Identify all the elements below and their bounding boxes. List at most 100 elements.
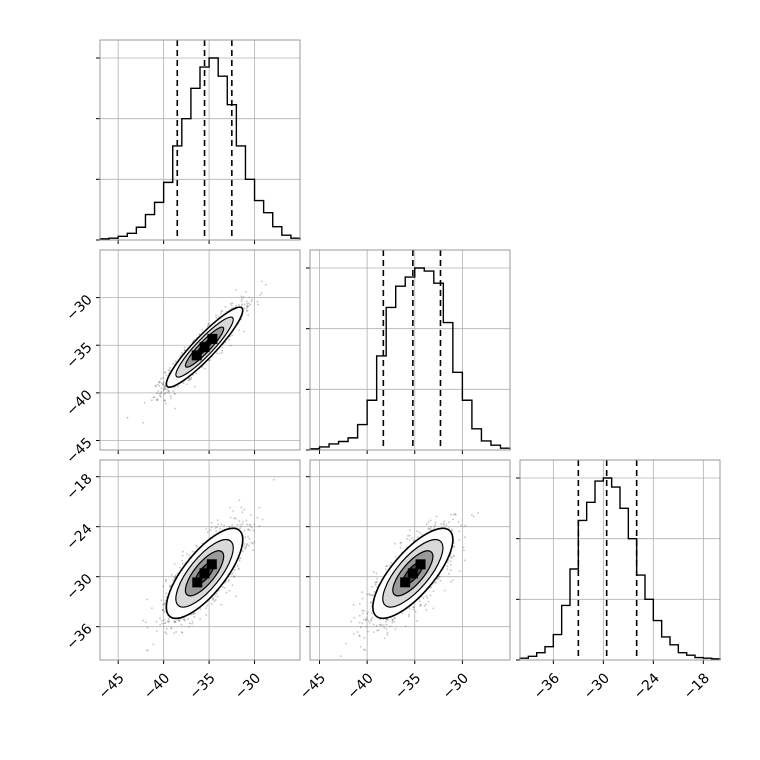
scatter-point bbox=[406, 537, 408, 540]
scatter-point bbox=[345, 642, 347, 645]
scatter-point bbox=[253, 541, 256, 543]
scatter-point bbox=[389, 625, 392, 628]
scatter-point bbox=[236, 523, 239, 526]
scatter-point bbox=[251, 298, 254, 300]
scatter-point bbox=[400, 541, 403, 544]
scatter-point bbox=[174, 575, 177, 578]
scatter-point bbox=[221, 349, 224, 352]
scatter-point bbox=[243, 307, 246, 310]
scatter-point bbox=[369, 601, 372, 604]
scatter-point bbox=[250, 526, 253, 529]
scatter-point bbox=[416, 536, 419, 539]
scatter-point bbox=[429, 594, 432, 597]
scatter-point bbox=[408, 607, 411, 610]
scatter-point bbox=[228, 506, 231, 509]
scatter-point bbox=[164, 385, 167, 387]
scatter-point bbox=[409, 529, 411, 531]
scatter-point bbox=[168, 585, 171, 588]
scatter-point bbox=[159, 381, 161, 384]
scatter-point bbox=[225, 591, 228, 594]
scatter-point bbox=[227, 580, 230, 583]
scatter-point bbox=[216, 596, 219, 598]
scatter-point bbox=[217, 523, 220, 526]
scatter-point bbox=[248, 537, 251, 540]
scatter-point bbox=[161, 384, 164, 386]
scatter-point bbox=[196, 545, 199, 548]
scatter-point bbox=[422, 597, 425, 599]
scatter-point bbox=[159, 624, 162, 626]
x-tick-label: −24 bbox=[631, 670, 663, 702]
scatter-point bbox=[246, 305, 248, 308]
scatter-point bbox=[168, 620, 171, 623]
scatter-point bbox=[416, 530, 419, 532]
scatter-point bbox=[246, 309, 249, 312]
scatter-point bbox=[453, 555, 455, 558]
scatter-point bbox=[219, 527, 222, 530]
scatter-point bbox=[446, 568, 449, 571]
scatter-point bbox=[238, 568, 240, 571]
scatter-point bbox=[435, 515, 438, 518]
scatter-point bbox=[245, 300, 248, 303]
scatter-point bbox=[240, 305, 243, 307]
scatter-point bbox=[427, 521, 430, 523]
scatter-point bbox=[448, 521, 450, 523]
density-peak-cell bbox=[192, 577, 203, 588]
scatter-point bbox=[472, 515, 475, 518]
scatter-point bbox=[392, 618, 394, 621]
scatter-frame-1 bbox=[99, 459, 301, 661]
scatter-point bbox=[243, 330, 246, 333]
scatter-point bbox=[426, 597, 429, 599]
scatter-point bbox=[160, 392, 163, 395]
scatter-point bbox=[246, 305, 249, 307]
scatter-point bbox=[164, 402, 167, 405]
scatter-point bbox=[194, 385, 196, 388]
scatter-point bbox=[463, 549, 465, 552]
scatter-point bbox=[438, 575, 441, 578]
scatter-point bbox=[158, 384, 161, 387]
scatter-point bbox=[193, 612, 196, 615]
scatter-point bbox=[155, 399, 158, 402]
scatter-point bbox=[156, 399, 159, 401]
scatter-point bbox=[177, 619, 180, 621]
scatter-point bbox=[205, 614, 208, 616]
scatter-point bbox=[238, 304, 240, 306]
scatter-point bbox=[385, 568, 387, 571]
scatter-point bbox=[163, 603, 166, 606]
scatter-point bbox=[144, 621, 147, 624]
scatter-point bbox=[164, 392, 167, 394]
scatter-point bbox=[183, 618, 185, 621]
scatter-point bbox=[177, 385, 180, 388]
scatter-point bbox=[190, 378, 193, 381]
scatter-point bbox=[436, 577, 439, 580]
scatter-point bbox=[184, 620, 187, 622]
scatter-point bbox=[359, 635, 361, 638]
scatter-point bbox=[412, 606, 415, 609]
scatter-point bbox=[458, 539, 461, 541]
scatter-point bbox=[181, 554, 184, 557]
scatter-point bbox=[231, 524, 234, 527]
scatter-point bbox=[425, 609, 428, 611]
scatter-point bbox=[201, 328, 204, 331]
scatter-point bbox=[174, 621, 177, 623]
scatter-point bbox=[391, 618, 394, 621]
scatter-point bbox=[240, 525, 243, 528]
scatter-point bbox=[206, 325, 209, 327]
scatter-point bbox=[244, 291, 247, 293]
x-tick-label: −40 bbox=[345, 670, 377, 702]
scatter-point bbox=[439, 579, 442, 582]
scatter-point bbox=[361, 597, 364, 600]
scatter-point bbox=[365, 618, 368, 621]
scatter-point bbox=[185, 552, 188, 555]
scatter-point bbox=[173, 621, 176, 623]
scatter-point bbox=[215, 526, 218, 528]
scatter-point bbox=[371, 616, 374, 619]
scatter-point bbox=[385, 623, 388, 626]
scatter-point bbox=[155, 385, 157, 388]
scatter-point bbox=[233, 569, 236, 571]
scatter-point bbox=[471, 514, 473, 517]
scatter-point bbox=[425, 523, 428, 526]
histogram-panel-0 bbox=[96, 40, 301, 244]
density-peak-cell bbox=[199, 568, 210, 579]
scatter-point bbox=[358, 634, 361, 637]
scatter-point bbox=[393, 621, 396, 623]
